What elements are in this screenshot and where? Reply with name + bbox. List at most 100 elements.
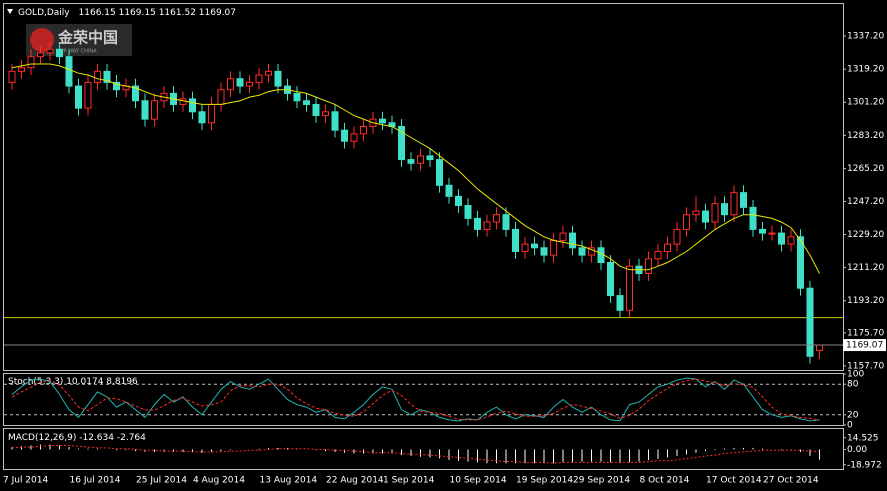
candle-body — [673, 228, 681, 245]
candle-body — [255, 74, 263, 83]
macd-signal — [11, 445, 820, 464]
candle-body — [227, 78, 234, 91]
candle-body — [787, 236, 795, 245]
x-tick-label: 16 Jul 2014 — [70, 476, 121, 486]
candle-body — [322, 111, 329, 116]
candle-body — [768, 232, 776, 235]
price-label: 1169.07 — [846, 341, 883, 351]
logo: 金荣中国 UP WAY CHINA — [26, 24, 132, 56]
y-tick-label: 1319.20 — [847, 65, 884, 75]
candle-body — [692, 210, 700, 216]
candle-body — [360, 125, 367, 135]
candle-body — [588, 247, 595, 256]
stoch-title: Stoch(5,3,3) — [8, 377, 63, 387]
candle-body — [740, 192, 747, 208]
y-tick-label: 14.525 — [847, 433, 879, 443]
candle-body — [274, 70, 282, 87]
candle-body — [816, 344, 823, 351]
stoch-signal-value: 8.8196 — [106, 377, 138, 387]
high-value: 1169.15 — [119, 8, 156, 18]
candle-body — [749, 206, 757, 230]
candle-body — [569, 232, 576, 249]
y-tick-label: 1193.20 — [847, 296, 884, 306]
candle-body — [578, 247, 586, 256]
candle-body — [521, 243, 529, 252]
candle-body — [350, 133, 358, 142]
candle-body — [806, 287, 814, 357]
y-tick-label: 1211.20 — [847, 263, 884, 273]
candle-body — [303, 100, 310, 105]
candle-body — [531, 243, 538, 249]
candle-body — [626, 265, 633, 311]
y-tick-label: 20 — [847, 410, 859, 420]
candle-body — [702, 210, 709, 223]
candle-body — [474, 217, 481, 230]
y-tick-label: 100 — [847, 370, 864, 380]
x-tick-label: 7 Jul 2014 — [3, 476, 48, 486]
candle-body — [56, 48, 63, 58]
candle-body — [493, 214, 500, 223]
logo-icon — [30, 28, 54, 52]
candle-body — [198, 111, 206, 124]
stoch-panel — [3, 373, 844, 426]
candle-body — [664, 243, 671, 252]
candle-body — [84, 81, 92, 109]
candle-body — [778, 232, 785, 245]
close-value: 1169.07 — [199, 8, 236, 18]
candle-body — [208, 103, 215, 124]
candle-body — [616, 295, 624, 311]
candle-body — [341, 129, 348, 142]
candle-body — [407, 159, 415, 164]
candle-body — [512, 228, 519, 252]
stoch-line — [11, 377, 820, 422]
candle-body — [436, 159, 443, 186]
macd-header: MACD(12,26,9) -12.634 -2.764 — [8, 433, 146, 443]
candle-body — [331, 111, 339, 131]
candle-body — [654, 250, 662, 260]
candle-body — [464, 205, 472, 219]
y-tick-label: -18.972 — [847, 460, 882, 470]
header: GOLD,Daily 1166.15 1169.15 1161.52 1169.… — [18, 8, 236, 18]
candle-body — [37, 52, 44, 58]
candle-body — [141, 100, 149, 120]
y-tick-label: 0.00 — [847, 445, 867, 455]
candle-body — [417, 155, 424, 164]
x-tick-label: 10 Sep 2014 — [450, 476, 507, 486]
macd-main-value: -12.634 — [79, 433, 114, 443]
candle-body — [246, 81, 253, 87]
x-tick-label: 13 Aug 2014 — [260, 476, 318, 486]
candle-body — [483, 221, 491, 230]
moving-average — [11, 63, 820, 274]
candle-body — [65, 56, 73, 87]
candle-body — [797, 236, 804, 289]
candle-body — [711, 203, 719, 223]
y-tick-label: 1301.20 — [847, 98, 884, 108]
candle-body — [94, 70, 101, 83]
y-tick-label: 0 — [847, 421, 853, 431]
candle-body — [103, 70, 111, 83]
candle-body — [265, 70, 272, 76]
candle-body — [398, 125, 405, 161]
y-tick-label: 1175.70 — [847, 328, 884, 338]
candle-body — [236, 78, 244, 87]
stoch-header: Stoch(5,3,3) 10.0174 8.8196 — [8, 377, 138, 387]
x-tick-label: 19 Sep 2014 — [516, 476, 573, 486]
stoch-line — [11, 378, 820, 421]
y-tick-label: 1247.20 — [847, 197, 884, 207]
candle-body — [379, 118, 386, 124]
candle-body — [683, 214, 690, 230]
candle-body — [559, 232, 567, 241]
candle-body — [455, 195, 462, 207]
candle-body — [151, 100, 158, 120]
x-tick-label: 29 Sep 2014 — [573, 476, 630, 486]
y-tick-label: 80 — [847, 380, 859, 390]
x-tick-label: 4 Aug 2014 — [193, 476, 245, 486]
candle-body — [721, 203, 728, 216]
header-arrow — [7, 9, 13, 14]
y-tick-label: 1229.20 — [847, 230, 884, 240]
symbol: GOLD,Daily — [18, 8, 70, 18]
x-tick-label: 17 Oct 2014 — [706, 476, 762, 486]
candle-body — [426, 155, 434, 161]
macd-title: MACD(12,26,9) — [8, 433, 76, 443]
